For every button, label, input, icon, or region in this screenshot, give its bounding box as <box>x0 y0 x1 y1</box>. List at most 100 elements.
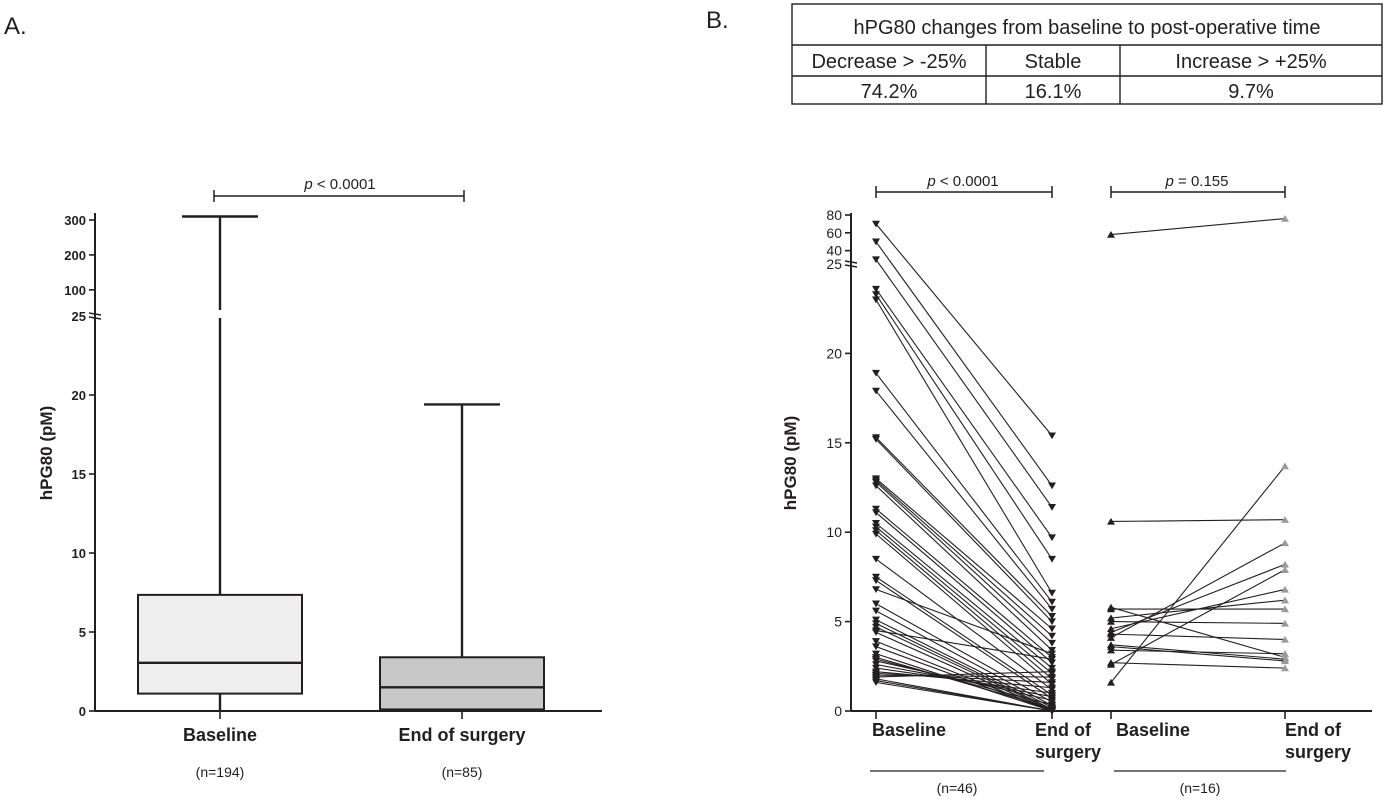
panel-b-g2-pvalue: p = 0.155 <box>1165 173 1229 190</box>
panel-b-g1-pair-line-6 <box>875 372 1053 603</box>
panel-b-g1-pair-line-12 <box>875 481 1053 644</box>
panel-b-g1-end-marker-7 <box>1048 605 1056 613</box>
panel-b-g1-baseline-marker-3 <box>872 285 880 293</box>
panel-b-g2-pair-line-2 <box>1110 606 1286 658</box>
panel-a-pvalue-p: p <box>303 176 312 193</box>
panel-b-g2-xtick-baseline: Baseline <box>1116 720 1190 740</box>
panel-b-g2-xtick-end-l1: End of <box>1285 720 1342 740</box>
panel-a-box-1 <box>379 656 545 711</box>
panel-b-g1-end-marker-1 <box>1048 482 1056 490</box>
panel-b-g2-end-marker-0 <box>1281 214 1289 222</box>
panel-b-g2-baseline-marker-6 <box>1107 625 1115 632</box>
panel-b-g1-pair-line-43 <box>875 681 1053 712</box>
panel-b-g1-end-marker-3 <box>1048 534 1056 542</box>
table-title: hPG80 changes from baseline to post-oper… <box>854 17 1321 39</box>
panel-b-g1-pvalue-text: < 0.0001 <box>936 173 999 190</box>
table-header-stable: Stable <box>1025 51 1082 73</box>
panel-b-g1-baseline-marker-15 <box>872 509 880 517</box>
panel-b-g2-end-marker-8 <box>1281 635 1289 643</box>
panel-b-g1-end-marker-8 <box>1048 613 1056 620</box>
panel-b-g1-baseline-marker-20 <box>872 555 880 563</box>
panel-a-ytick-label-300: 300 <box>64 213 86 228</box>
panel-b-g1-baseline-marker-18 <box>872 527 880 535</box>
panel-b-g1-end-marker-44 <box>1048 655 1056 663</box>
panel-b-ylabel: hPG80 (pM) <box>781 416 800 510</box>
panel-a-n-baseline: (n=194) <box>196 764 245 780</box>
panel-b-g1-baseline-marker-21 <box>872 573 880 581</box>
panel-b-ytick-label-60: 60 <box>826 225 842 241</box>
panel-b-ytick-label-15: 15 <box>826 435 842 451</box>
panel-b-g2-baseline-marker-5 <box>1107 618 1115 625</box>
panel-b-g2-pair-line-15 <box>1110 465 1286 683</box>
panel-b-g1-baseline-marker-34 <box>872 657 880 665</box>
panel-b-g2-pair-line-9 <box>1110 542 1286 639</box>
panel-b-g1-baseline-marker-9 <box>872 436 880 443</box>
panel-b-ytick-label-40: 40 <box>826 243 842 259</box>
panel-b-g1-baseline-marker-26 <box>872 620 880 627</box>
panel-b-g2-pvalue-p: p <box>1165 173 1174 190</box>
panel-b-g1-baseline-marker-1 <box>872 238 880 246</box>
panel-b-g1-pair-line-3 <box>875 288 1053 538</box>
panel-b-g1-baseline-marker-2 <box>872 256 880 264</box>
panel-b-g1-pair-line-26 <box>875 622 1053 710</box>
panel-b-g1-pair-line-25 <box>875 619 1053 708</box>
panel-b-g1-end-marker-0 <box>1048 432 1056 440</box>
panel-a-ylabel: hPG80 (pM) <box>37 406 56 500</box>
panel-a-ytick-label-15: 15 <box>72 467 86 482</box>
panel-b-g2-pair-line-1 <box>1110 519 1286 523</box>
panel-b-g2-end-marker-7 <box>1281 560 1289 568</box>
panel-b-g1-pair-line-4 <box>875 294 1053 560</box>
panel-b-g1-pair-line-38 <box>875 672 1053 683</box>
panel-b-g1-end-marker-4 <box>1048 555 1056 563</box>
table-cell-increase: 9.7% <box>1228 81 1274 103</box>
panel-b-g1-end-marker-37 <box>1048 684 1056 692</box>
table-cell-stable: 16.1% <box>1025 81 1082 103</box>
panel-b-g2-end-marker-13 <box>1281 664 1289 672</box>
panel-b-g2-end-marker-15 <box>1281 462 1289 470</box>
panel-b-g1-pvalue-p: p <box>926 173 935 190</box>
panel-b-g1-end-marker-36 <box>1048 689 1056 697</box>
panel-b-g1-pvalue: p < 0.0001 <box>926 173 998 190</box>
panel-b-g2-pair-line-8 <box>1110 633 1286 641</box>
panel-b-g2-baseline-marker-4 <box>1107 614 1115 622</box>
panel-b-ytick-label-80: 80 <box>826 207 842 223</box>
panel-b-g1-pair-line-45 <box>875 588 1053 655</box>
panel-b-g1-pair-line-23 <box>875 603 1053 703</box>
panel-b-g1-pair-line-37 <box>875 671 1053 689</box>
panel-b-g1-end-marker-34 <box>1048 697 1056 704</box>
panel-b-g1-end-marker-38 <box>1048 679 1056 686</box>
panel-b-g1-end-marker-12 <box>1048 639 1056 647</box>
panel-a-ytick-label-5: 5 <box>79 625 86 640</box>
panel-b-g2-end-marker-11 <box>1281 657 1289 665</box>
panel-b-ytick-label-10: 10 <box>826 524 842 540</box>
panel-b-g1-end-marker-9 <box>1048 618 1056 626</box>
panel-b-g1-end-marker-10 <box>1048 625 1056 633</box>
panel-b-g1-end-marker-39 <box>1048 673 1056 681</box>
panel-b-g1-end-marker-5 <box>1048 589 1056 597</box>
panel-b-g1-baseline-marker-12 <box>872 478 880 486</box>
panel-b-ytick-label-20: 20 <box>826 345 842 361</box>
panel-b-g1-end-marker-45 <box>1048 650 1056 658</box>
panel-b-g1-baseline-marker-14 <box>872 505 880 513</box>
panel-a-ytick-label-25: 25 <box>72 309 86 324</box>
panel-a-chart: hPG80 (pM) Baseline End of surgery (n=19… <box>37 176 602 780</box>
panel-b-ytick-label-0: 0 <box>834 703 842 719</box>
panel-b-g1-pair-line-14 <box>875 508 1053 658</box>
panel-b-g2-pair-line-14 <box>1110 569 1286 665</box>
panel-b-g1-baseline-marker-4 <box>872 291 880 298</box>
panel-b-g2-baseline-marker-9 <box>1107 634 1115 641</box>
panel-b-g2-end-marker-5 <box>1281 619 1289 627</box>
panel-b-g1-baseline-marker-27 <box>872 623 880 631</box>
panel-b-g1-pair-line-19 <box>875 533 1053 685</box>
panel-a-n-end: (n=85) <box>442 764 483 780</box>
panel-b-g1-end-marker-33 <box>1048 701 1056 709</box>
panel-b-letter: B. <box>706 7 729 34</box>
panel-b-g1-n: (n=46) <box>937 780 978 796</box>
panel-a-axis-break-a <box>88 312 102 316</box>
panel-a-pvalue: p < 0.0001 <box>303 176 375 193</box>
panel-b-g1-end-marker-16 <box>1048 664 1056 672</box>
panel-b-g1-baseline-marker-43 <box>872 679 880 686</box>
panel-b-g1-pair-line-28 <box>875 631 1053 712</box>
panel-b-g1-pair-line-39 <box>875 674 1053 678</box>
panel-b-g1-pair-line-0 <box>875 223 1053 436</box>
